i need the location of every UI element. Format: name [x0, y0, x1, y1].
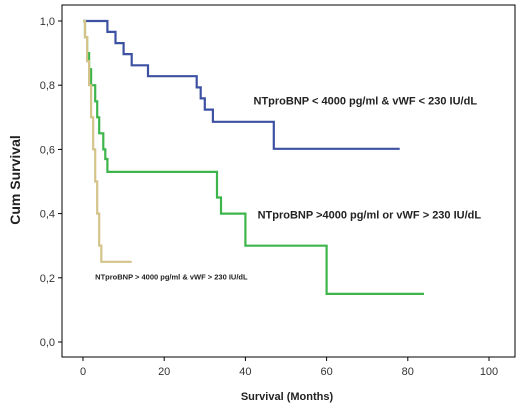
x-tick-label: 0 [80, 366, 86, 378]
x-axis: 0 20 40 60 80 100 [80, 357, 498, 378]
y-tick-label: 0,2 [40, 273, 55, 285]
y-axis-title: Cum Survival [7, 135, 23, 224]
series-layer [83, 19, 424, 295]
x-tick-label: 60 [320, 366, 332, 378]
series-line-2 [83, 19, 424, 295]
curve-label-2: NTproBNP >4000 pg/ml or vWF > 230 IU/dL [258, 209, 482, 221]
y-axis: 0,0 0,2 0,4 0,6 0,8 1,0 [40, 16, 62, 349]
y-tick-label: 0,8 [40, 80, 55, 92]
x-tick-label: 80 [402, 366, 414, 378]
annotation-layer: NTproBNP < 4000 pg/ml & vWF < 230 IU/dL N… [95, 95, 481, 281]
y-tick-label: 0,6 [40, 144, 55, 156]
y-tick-label: 0,4 [40, 209, 55, 221]
x-axis-title: Survival (Months) [241, 391, 334, 403]
x-tick-label: 20 [158, 366, 170, 378]
y-tick-label: 0,0 [40, 337, 55, 349]
curve-label-1: NTproBNP < 4000 pg/ml & vWF < 230 IU/dL [254, 95, 478, 107]
plot-frame [61, 4, 516, 358]
y-tick-label: 1,0 [40, 16, 55, 28]
curve-label-3: NTproBNP > 4000 pg/ml & vWF > 230 IU/dL [95, 272, 248, 281]
x-tick-label: 100 [480, 366, 498, 378]
series-line-1 [83, 19, 400, 150]
series-line-3 [83, 19, 132, 263]
x-tick-label: 40 [239, 366, 251, 378]
